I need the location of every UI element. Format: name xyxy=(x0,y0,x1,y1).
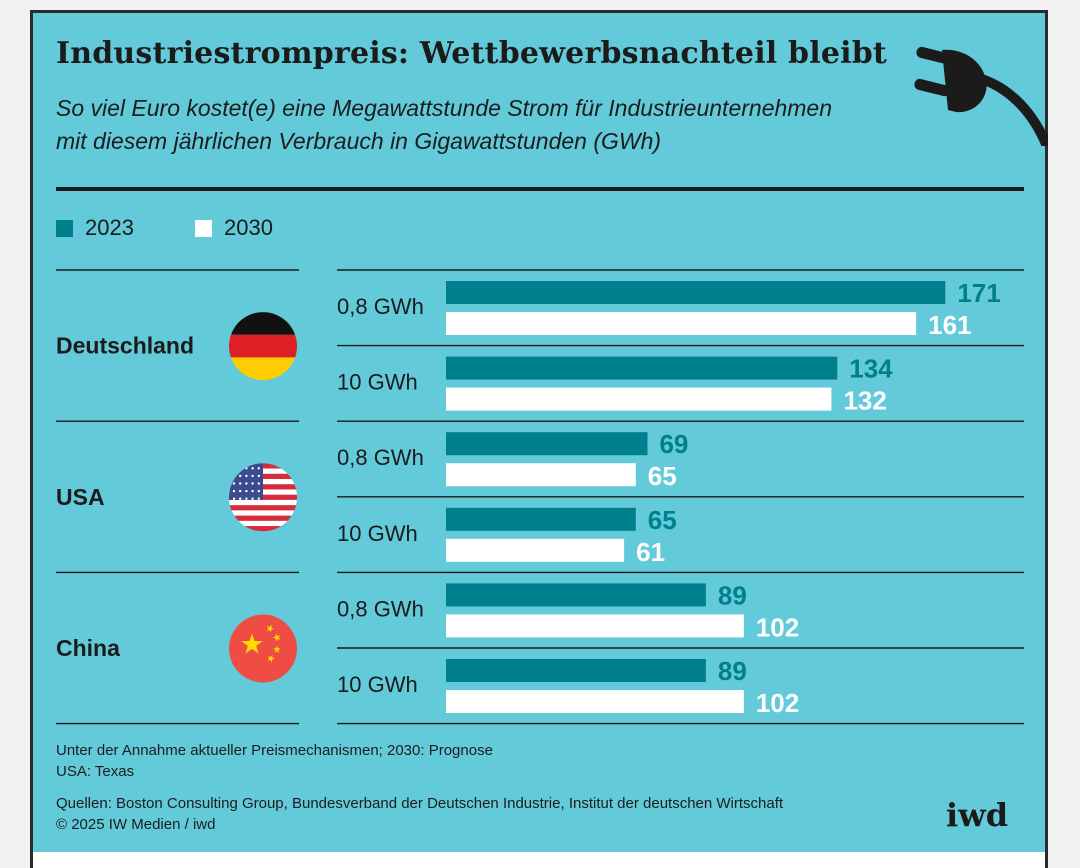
legend-label-2023: 2023 xyxy=(85,215,134,240)
legend-item-2030: 2030 xyxy=(195,214,273,242)
group-label: 10 GWh xyxy=(337,672,418,697)
chart-subtitle: So viel Euro kostet(e) eine Megawattstun… xyxy=(56,92,936,158)
bar-2030 xyxy=(446,614,744,638)
group-label: 10 GWh xyxy=(337,370,418,395)
chart-notes: Unter der Annahme aktueller Preismechani… xyxy=(56,740,493,782)
value-label-2030: 102 xyxy=(756,688,799,718)
bar-2023 xyxy=(446,356,838,380)
value-label-2030: 61 xyxy=(636,537,665,567)
country-label: China xyxy=(56,635,120,661)
value-label-2023: 69 xyxy=(659,429,688,459)
value-label-2023: 134 xyxy=(849,354,893,384)
group-label: 0,8 GWh xyxy=(337,596,424,621)
chart-sources: Quellen: Boston Consulting Group, Bundes… xyxy=(56,793,783,835)
value-label-2030: 161 xyxy=(928,310,971,340)
chart-title: Industriestrompreis: Wettbewerbsnachteil… xyxy=(56,36,887,71)
group-label: 0,8 GWh xyxy=(337,445,424,470)
bar-2023 xyxy=(446,659,706,682)
source-line-2: © 2025 IW Medien / iwd xyxy=(56,816,216,833)
usa-flag-icon xyxy=(229,463,297,532)
iwd-logo: iwd xyxy=(946,796,1009,834)
group-label: 0,8 GWh xyxy=(337,294,424,319)
country-label: Deutschland xyxy=(56,333,194,359)
bar-2023 xyxy=(446,281,946,304)
bar-2023 xyxy=(446,507,636,531)
value-label-2030: 102 xyxy=(756,612,799,642)
value-label-2023: 89 xyxy=(718,580,747,610)
subtitle-line-1: So viel Euro kostet(e) eine Megawattstun… xyxy=(56,95,833,121)
value-label-2030: 65 xyxy=(648,461,677,491)
legend-swatch-2030 xyxy=(195,219,212,237)
value-label-2023: 171 xyxy=(957,278,1000,308)
note-line-1: Unter der Annahme aktueller Preismechani… xyxy=(56,742,493,759)
china-flag-icon xyxy=(229,614,297,683)
legend-label-2030: 2030 xyxy=(224,215,273,240)
note-line-2: USA: Texas xyxy=(56,763,135,780)
value-label-2023: 89 xyxy=(718,656,747,686)
subtitle-line-2: mit diesem jährlichen Verbrauch in Gigaw… xyxy=(56,128,662,154)
bar-2030 xyxy=(446,538,625,562)
header-divider xyxy=(56,187,1024,191)
bar-2030 xyxy=(446,690,744,713)
country-label: USA xyxy=(56,484,105,510)
bar-2023 xyxy=(446,583,706,607)
source-line-1: Quellen: Boston Consulting Group, Bundes… xyxy=(56,795,784,812)
germany-flag-icon xyxy=(229,312,297,381)
bar-2030 xyxy=(446,463,636,487)
legend-item-2023: 2023 xyxy=(56,214,134,242)
bar-2030 xyxy=(446,312,917,335)
bar-2023 xyxy=(446,432,648,456)
value-label-2030: 132 xyxy=(843,386,886,416)
value-label-2023: 65 xyxy=(648,505,677,535)
legend-swatch-2023 xyxy=(56,219,73,237)
bar-2030 xyxy=(446,387,832,411)
plug-icon xyxy=(914,46,1048,146)
group-label: 10 GWh xyxy=(337,521,418,546)
bottom-strip xyxy=(33,852,1045,868)
